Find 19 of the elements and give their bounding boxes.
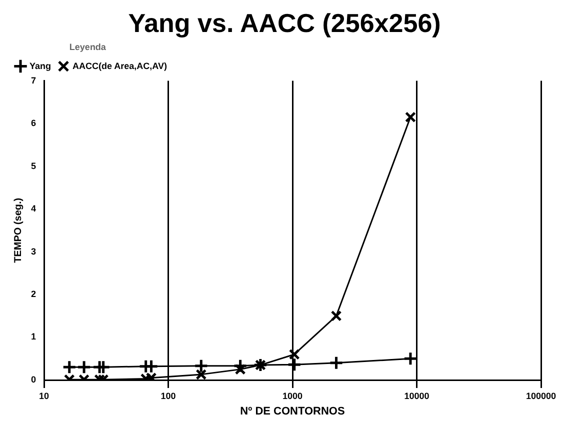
x-axis-title: Nº DE CONTORNOS bbox=[240, 405, 345, 418]
chart-title: Yang vs. AACC (256x256) bbox=[127, 8, 442, 39]
y-tick-label: 1 bbox=[30, 332, 36, 342]
x-tick-label: 100 bbox=[160, 390, 176, 401]
legend-label: Yang bbox=[30, 60, 52, 71]
y-axis-title: TEMPO (seg.) bbox=[12, 198, 24, 263]
y-tick-label: 3 bbox=[30, 246, 36, 256]
x-tick-label: 1000 bbox=[282, 390, 303, 401]
x-tick-label: 10 bbox=[39, 390, 50, 401]
y-tick-label: 7 bbox=[30, 75, 36, 86]
x-tick-label: 10000 bbox=[404, 390, 430, 401]
y-tick-label: 5 bbox=[30, 160, 36, 171]
legend-title: Leyenda bbox=[69, 42, 107, 52]
x-tick-label: 100000 bbox=[526, 390, 556, 401]
y-tick-label: 2 bbox=[30, 289, 36, 299]
y-tick-label: 0 bbox=[30, 374, 36, 384]
legend-label: AACC(de Area,AC,AV) bbox=[72, 60, 168, 71]
y-tick-label: 6 bbox=[30, 118, 36, 128]
y-tick-label: 4 bbox=[30, 204, 36, 214]
